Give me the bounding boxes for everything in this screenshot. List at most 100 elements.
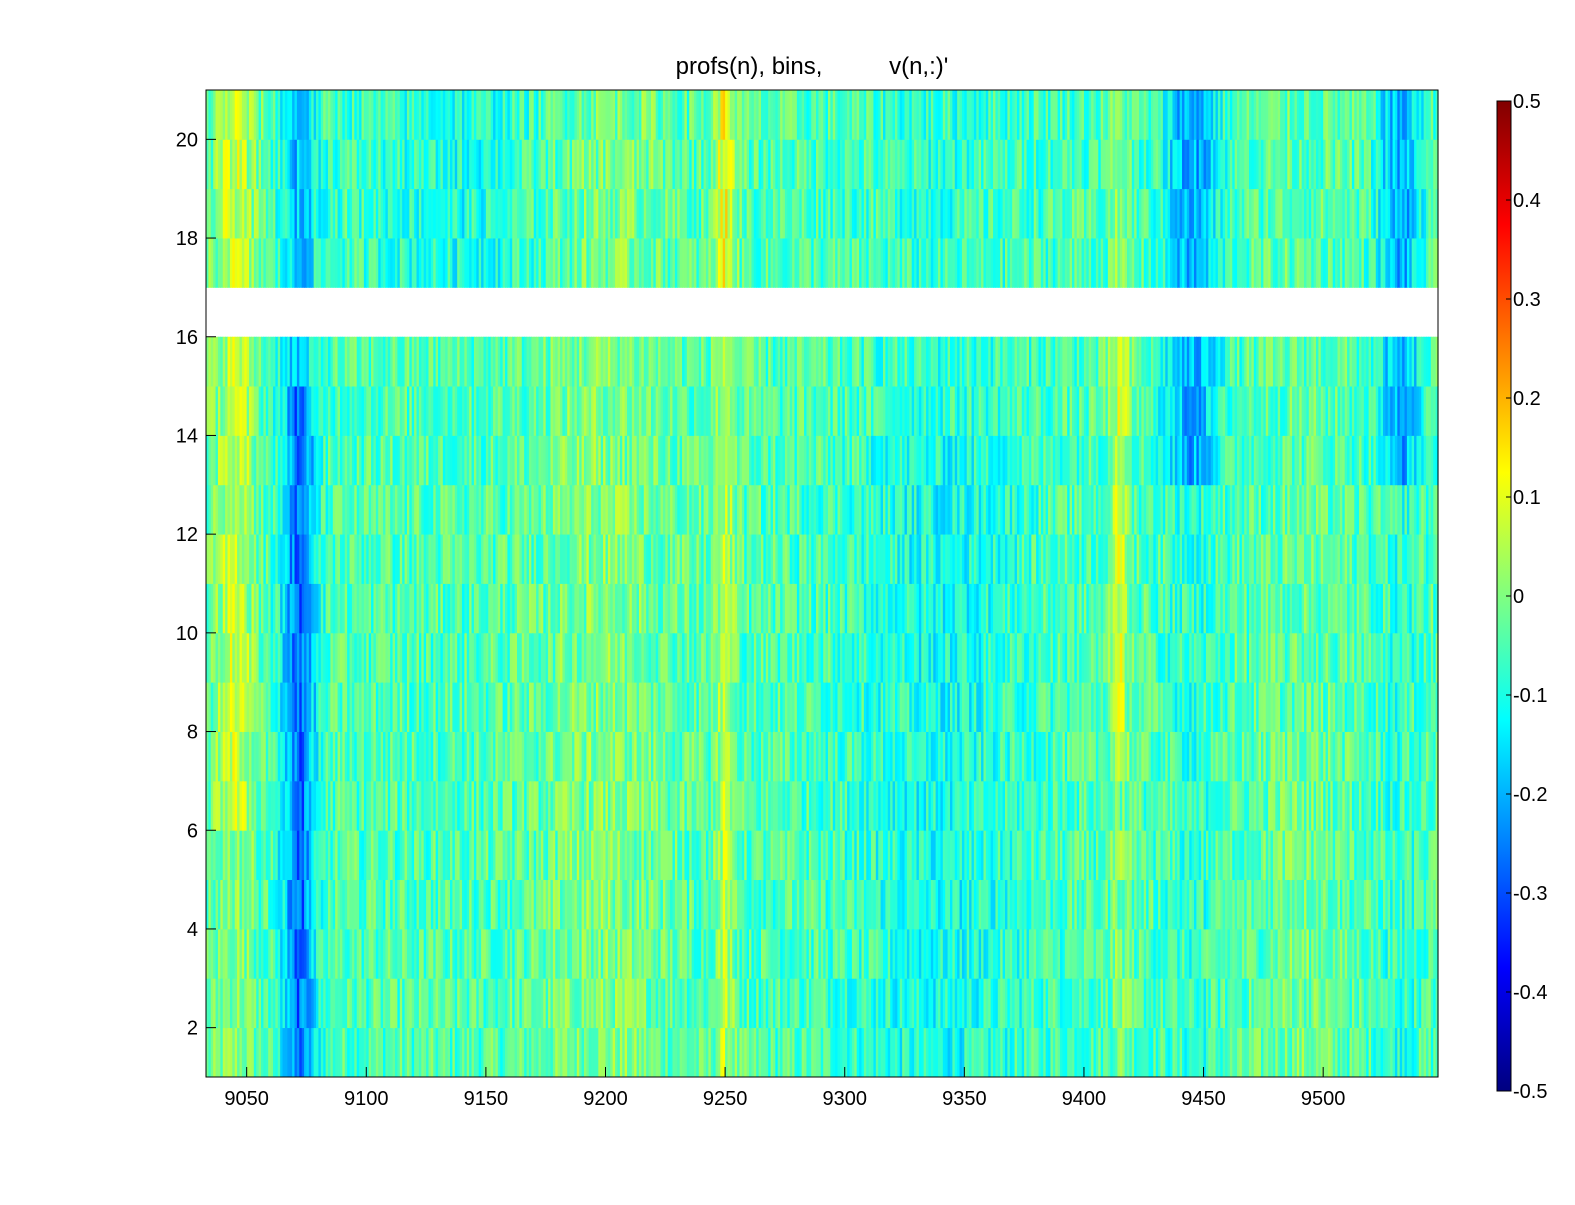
heatmap-cell (782, 879, 786, 930)
heatmap-cell (1402, 879, 1406, 930)
heatmap-cell (916, 1027, 920, 1078)
heatmap-cell (440, 731, 444, 782)
heatmap-cell (605, 928, 609, 979)
heatmap-cell (282, 780, 286, 831)
heatmap-cell (1301, 1027, 1305, 1078)
heatmap-cell (1043, 978, 1047, 1029)
heatmap-cell (684, 1027, 688, 1078)
heatmap-cell (375, 879, 379, 930)
heatmap-cell (954, 879, 958, 930)
heatmap-cell (1000, 830, 1004, 880)
heatmap-cell (595, 830, 599, 880)
heatmap-cell (351, 879, 355, 930)
heatmap-cell (507, 830, 511, 880)
heatmap-cell (1282, 978, 1286, 1029)
heatmap-cell (1141, 1027, 1145, 1078)
heatmap-cell (715, 928, 719, 979)
heatmap-cell (655, 830, 659, 880)
heatmap-cell (768, 879, 772, 930)
heatmap-cell (739, 830, 743, 880)
heatmap-cell (744, 879, 748, 930)
heatmap-cell (576, 780, 580, 831)
heatmap-cell (641, 879, 645, 930)
heatmap-cell (744, 780, 748, 831)
heatmap-cell (725, 830, 729, 880)
heatmap-cell (1397, 879, 1401, 930)
heatmap-cell (457, 830, 461, 880)
heatmap-cell (1119, 879, 1123, 930)
heatmap-cell (1055, 928, 1059, 979)
heatmap-cell (387, 978, 391, 1029)
heatmap-cell (1177, 780, 1181, 831)
heatmap-cell (665, 928, 669, 979)
heatmap-cell (1112, 928, 1116, 979)
heatmap-cell (911, 928, 915, 979)
heatmap-cell (555, 928, 559, 979)
heatmap-cell (1232, 830, 1236, 880)
heatmap-cell (208, 780, 212, 831)
heatmap-cell (253, 682, 257, 732)
heatmap-cell (985, 830, 989, 880)
heatmap-cell (229, 928, 233, 979)
heatmap-cell (1292, 780, 1296, 831)
heatmap-cell (964, 830, 968, 880)
heatmap-cell (1366, 731, 1370, 782)
heatmap-cell (842, 780, 846, 831)
heatmap-cell (849, 780, 853, 831)
heatmap-cell (505, 830, 509, 880)
heatmap-cell (356, 928, 360, 979)
heatmap-cell (619, 731, 623, 782)
heatmap-cell (342, 928, 346, 979)
heatmap-cell (560, 1027, 564, 1078)
heatmap-cell (533, 879, 537, 930)
heatmap-cell (210, 879, 214, 930)
heatmap-cell (969, 978, 973, 1029)
heatmap-cell (638, 928, 642, 979)
heatmap-cell (514, 1027, 518, 1078)
heatmap-cell (1323, 731, 1327, 782)
heatmap-cell (1060, 928, 1064, 979)
heatmap-cell (1107, 1027, 1111, 1078)
heatmap-cell (708, 780, 712, 831)
heatmap-cell (591, 978, 595, 1029)
heatmap-cell (842, 731, 846, 782)
heatmap-cell (971, 1027, 975, 1078)
heatmap-cell (627, 830, 631, 880)
heatmap-cell (751, 928, 755, 979)
heatmap-cell (1155, 731, 1159, 782)
heatmap-cell (674, 928, 678, 979)
heatmap-cell (753, 731, 757, 782)
heatmap-cell (490, 1027, 494, 1078)
heatmap-cell (488, 928, 492, 979)
heatmap-cell (789, 780, 793, 831)
heatmap-cell (916, 879, 920, 930)
heatmap-cell (689, 780, 693, 831)
heatmap-cell (1122, 830, 1126, 880)
heatmap-cell (1418, 928, 1422, 979)
heatmap-cell (761, 879, 764, 930)
heatmap-cell (1203, 879, 1207, 930)
heatmap-cell (837, 928, 841, 979)
heatmap-cell (567, 879, 571, 930)
heatmap-cell (1378, 928, 1382, 979)
heatmap-cell (598, 780, 602, 831)
heatmap-cell (1093, 978, 1097, 1029)
heatmap-cell (729, 1027, 733, 1078)
heatmap-cell (1014, 731, 1018, 782)
heatmap-cell (918, 978, 922, 1029)
heatmap-cell (1196, 928, 1200, 979)
heatmap-cell (363, 928, 367, 979)
heatmap-cell (782, 731, 786, 782)
heatmap-cell (493, 830, 497, 880)
heatmap-cell (1143, 780, 1147, 831)
heatmap-cell (332, 780, 336, 831)
heatmap-cell (756, 879, 760, 930)
heatmap-cell (225, 879, 229, 930)
heatmap-cell (1390, 978, 1394, 1029)
heatmap-cell (287, 682, 291, 732)
heatmap-cell (550, 731, 554, 782)
heatmap-cell (308, 830, 312, 880)
heatmap-cell (1327, 879, 1331, 930)
heatmap-cell (1179, 978, 1183, 1029)
heatmap-cell (1335, 830, 1339, 880)
